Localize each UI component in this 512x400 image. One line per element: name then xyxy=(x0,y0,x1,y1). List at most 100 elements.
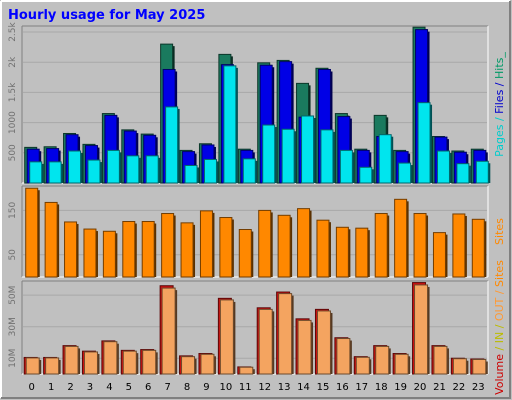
bar-sites-4 xyxy=(102,230,118,278)
x-tick-label: 2 xyxy=(67,382,73,393)
x-tick-label: 8 xyxy=(184,382,190,393)
legend-text: / xyxy=(493,114,506,125)
side-legend-pages-files-hits: Pages / Files / Hits_ xyxy=(493,52,506,157)
bar-body xyxy=(223,65,237,184)
y-tick-label: 50 xyxy=(8,249,18,261)
bar-sites-2 xyxy=(64,221,79,278)
bar-body xyxy=(219,299,234,375)
bar-sites-18 xyxy=(374,213,390,278)
bar-pages-23 xyxy=(475,160,491,184)
x-tick-label: 12 xyxy=(258,382,271,393)
bar-out-2 xyxy=(64,345,81,375)
legend-text: / xyxy=(493,79,506,90)
bar-sites-23 xyxy=(471,218,487,278)
legend-text: IN xyxy=(493,332,506,343)
x-tick-label: 0 xyxy=(29,382,35,393)
x-tick-label: 20 xyxy=(414,382,427,393)
x-tick-label: 11 xyxy=(239,382,252,393)
bar-body xyxy=(394,198,408,278)
bar-pages-1 xyxy=(48,161,64,184)
x-tick-label: 6 xyxy=(145,382,151,393)
bar-out-17 xyxy=(355,356,372,375)
bar-body xyxy=(339,149,353,184)
bar-pages-18 xyxy=(378,134,394,184)
x-tick-label: 13 xyxy=(278,382,291,393)
panel-sites: 50 150 Sites xyxy=(8,185,506,278)
bar-body xyxy=(378,134,392,184)
bar-out-12 xyxy=(258,308,275,375)
bar-body xyxy=(45,357,60,375)
bar-body xyxy=(433,345,448,375)
bar-body xyxy=(106,149,120,184)
y-tick-label: 2k xyxy=(8,56,18,68)
y-tick-label: 150 xyxy=(8,202,18,219)
bar-body xyxy=(277,214,291,278)
x-tick-label: 1 xyxy=(48,382,54,393)
bar-sites-13 xyxy=(277,214,293,278)
bar-body xyxy=(200,353,215,375)
bar-body xyxy=(278,293,293,375)
bar-body xyxy=(413,213,427,278)
bar-out-20 xyxy=(414,284,430,375)
bar-pages-4 xyxy=(106,149,122,184)
bar-out-10 xyxy=(219,299,236,375)
bar-body xyxy=(122,350,137,375)
x-tick-label: 19 xyxy=(394,382,407,393)
bar-pages-0 xyxy=(29,161,44,184)
bar-pages-10 xyxy=(223,65,238,184)
bar-out-22 xyxy=(452,358,469,375)
y-tick-label: 500 xyxy=(8,144,18,161)
bar-sites-0 xyxy=(25,187,40,278)
x-tick-label: 16 xyxy=(336,382,349,393)
bar-sites-11 xyxy=(238,229,254,278)
legend-text: Files xyxy=(493,89,506,113)
bar-body xyxy=(414,284,429,375)
bar-body xyxy=(320,129,334,184)
bar-pages-9 xyxy=(203,158,219,184)
bar-pages-5 xyxy=(126,155,141,184)
legend-text: Sites xyxy=(493,218,506,245)
bar-body xyxy=(398,162,412,184)
bar-body xyxy=(122,221,136,278)
bar-body xyxy=(297,208,311,278)
bar-body xyxy=(180,222,194,278)
bar-body xyxy=(102,230,116,278)
chart-title: Hourly usage for May 2025 xyxy=(8,8,205,23)
bar-out-6 xyxy=(142,349,158,375)
bar-sites-6 xyxy=(141,221,157,278)
bar-body xyxy=(281,128,295,184)
bar-sites-19 xyxy=(394,198,409,278)
bar-body xyxy=(83,228,97,278)
x-tick-label: 21 xyxy=(433,382,446,393)
bar-sites-8 xyxy=(180,222,196,278)
bar-body xyxy=(219,217,233,278)
bar-out-15 xyxy=(316,310,333,375)
bar-out-7 xyxy=(161,287,178,375)
bar-out-11 xyxy=(239,366,255,375)
bar-pages-22 xyxy=(456,163,471,184)
bar-body xyxy=(375,345,390,375)
bar-out-16 xyxy=(336,338,352,375)
bar-body xyxy=(242,158,256,184)
y-tick-label: 50M xyxy=(8,286,18,305)
bar-body xyxy=(335,226,349,278)
bar-body xyxy=(258,308,273,375)
bar-body xyxy=(83,351,98,375)
bar-body xyxy=(471,218,485,278)
bar-out-19 xyxy=(394,353,411,375)
bar-body xyxy=(472,358,487,375)
bar-body xyxy=(48,161,62,184)
bar-body xyxy=(452,213,466,278)
bar-pages-16 xyxy=(339,149,355,184)
x-tick-label: 4 xyxy=(106,382,112,393)
panel-pages-files-hits: 500 1000 1.5k 2k 2.5k Pages / Files / Hits_ xyxy=(8,21,506,184)
bar-body xyxy=(25,357,40,375)
bar-body xyxy=(456,163,470,184)
y-tick-label: 10M xyxy=(8,349,18,368)
y-tick-label: 30M xyxy=(8,317,18,336)
bar-sites-17 xyxy=(355,227,370,278)
bar-body xyxy=(181,356,196,375)
bar-sites-22 xyxy=(452,213,467,278)
